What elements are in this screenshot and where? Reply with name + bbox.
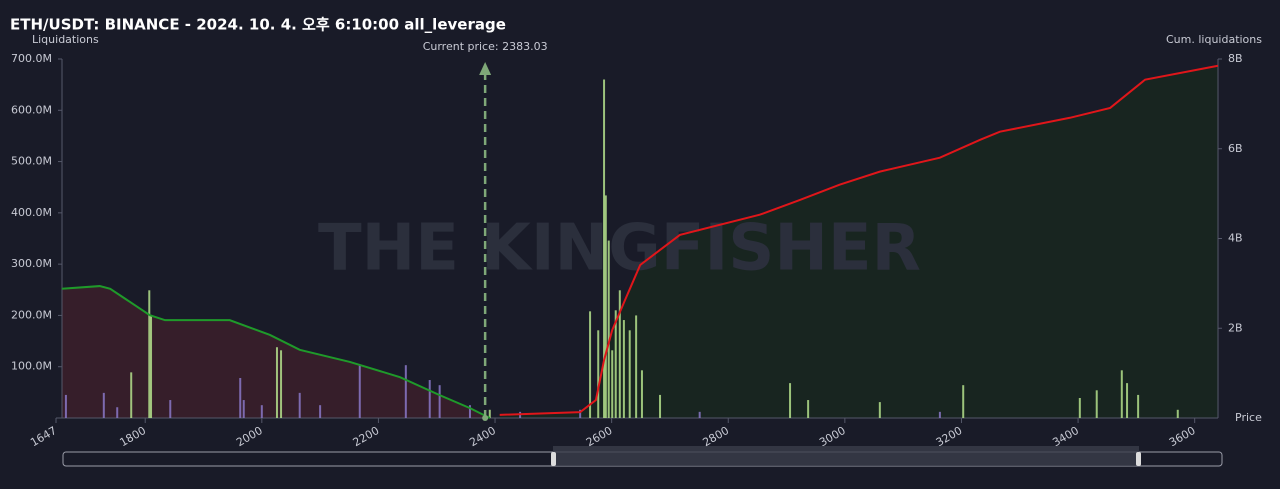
liquidation-bar [1095, 390, 1098, 418]
liquidation-bar [358, 365, 361, 418]
x-tick-label: 3600 [1167, 424, 1198, 449]
liquidation-bar [275, 347, 278, 418]
liquidation-bar [640, 370, 643, 418]
y2-tick-label: 2B [1228, 321, 1243, 334]
y2-axis-label: Cum. liquidations [1166, 33, 1262, 46]
liquidation-bar [614, 310, 617, 418]
liquidation-bar [938, 411, 941, 418]
current-price-arrow [479, 62, 492, 75]
liquidation-bar [962, 385, 965, 418]
cumulative-area [61, 286, 490, 418]
liquidation-bar [64, 394, 67, 418]
liquidation-bar [242, 400, 245, 418]
liquidation-bar [148, 290, 151, 418]
liquidation-bar [589, 311, 592, 418]
scroll-handle[interactable] [551, 452, 556, 466]
x-tick-label: 1800 [117, 424, 148, 449]
watermark: THE KINGFISHER [318, 212, 921, 286]
liquidation-bar [628, 330, 631, 418]
y-tick-label: 400.0M [11, 206, 52, 219]
liquidation-bar [260, 405, 263, 418]
liquidation-bar [659, 394, 662, 418]
liquidation-bar [468, 405, 471, 418]
cumulative-area [499, 65, 1218, 418]
y-tick-label: 700.0M [11, 52, 52, 65]
liquidation-bar [878, 402, 881, 418]
liquidation-bar [169, 400, 172, 418]
liquidation-bar [635, 315, 638, 418]
scroll-window[interactable] [553, 446, 1139, 466]
y-tick-label: 600.0M [11, 103, 52, 116]
liquidation-bar [1137, 394, 1140, 418]
liquidation-bar [116, 407, 119, 418]
liquidation-bar [789, 383, 792, 418]
liquidation-bar [604, 195, 607, 418]
liquidation-bar [319, 405, 322, 418]
liquidation-bar [280, 350, 283, 418]
y-tick-label: 300.0M [11, 257, 52, 270]
x-tick-label: 2400 [467, 424, 498, 449]
y2-tick-label: 4B [1228, 232, 1243, 245]
chart-title: ETH/USDT: BINANCE - 2024. 10. 4. 오후 6:10… [10, 16, 506, 34]
liquidation-bar [579, 409, 582, 418]
liquidation-bar [130, 372, 133, 418]
y-axis-label: Liquidations [32, 33, 99, 46]
current-price-dot [482, 415, 489, 421]
current-price-label: Current price: 2383.03 [423, 40, 548, 53]
x-tick-label: 2000 [234, 424, 265, 449]
liquidation-bar [298, 392, 301, 418]
liquidation-bar [603, 79, 606, 418]
x-tick-label: 2800 [700, 424, 731, 449]
liquidation-bar [1176, 409, 1179, 418]
liquidation-bar [622, 320, 625, 418]
scrollbar[interactable] [62, 446, 1223, 467]
liquidation-bar [438, 385, 441, 418]
liquidation-bar [239, 377, 242, 418]
liquidation-bar [1120, 370, 1123, 418]
y-tick-label: 100.0M [11, 360, 52, 373]
y2-tick-label: 8B [1228, 52, 1243, 65]
liquidation-bar [428, 380, 431, 418]
liquidation-bar [404, 365, 407, 418]
liquidation-bar [150, 315, 153, 418]
cumulative-line [61, 285, 491, 419]
cumulative-line [499, 64, 1219, 416]
liquidation-bar [1078, 397, 1081, 418]
liquidation-bar [698, 411, 701, 418]
y-tick-label: 200.0M [11, 308, 52, 321]
x-tick-label: 3000 [817, 424, 848, 449]
liquidation-bar [607, 240, 610, 418]
x-tick-label: 2200 [351, 424, 382, 449]
y2-tick-label: 6B [1228, 142, 1243, 155]
liquidation-bar [807, 400, 810, 418]
x-tick-label: 3400 [1050, 424, 1081, 449]
liquidation-bar [102, 392, 105, 418]
x-tick-label: 3200 [934, 424, 965, 449]
y-tick-label: 500.0M [11, 155, 52, 168]
liquidation-bar [1126, 383, 1129, 418]
scroll-handle[interactable] [1136, 452, 1141, 466]
x-tick-label: 1647 [28, 424, 59, 449]
liquidation-bar [488, 409, 491, 418]
liquidation-bar [618, 290, 621, 418]
liquidation-bar [597, 330, 600, 418]
x-tick-label: 2600 [584, 424, 615, 449]
liquidation-bar [611, 350, 614, 418]
x-axis-label: Price [1235, 411, 1262, 424]
